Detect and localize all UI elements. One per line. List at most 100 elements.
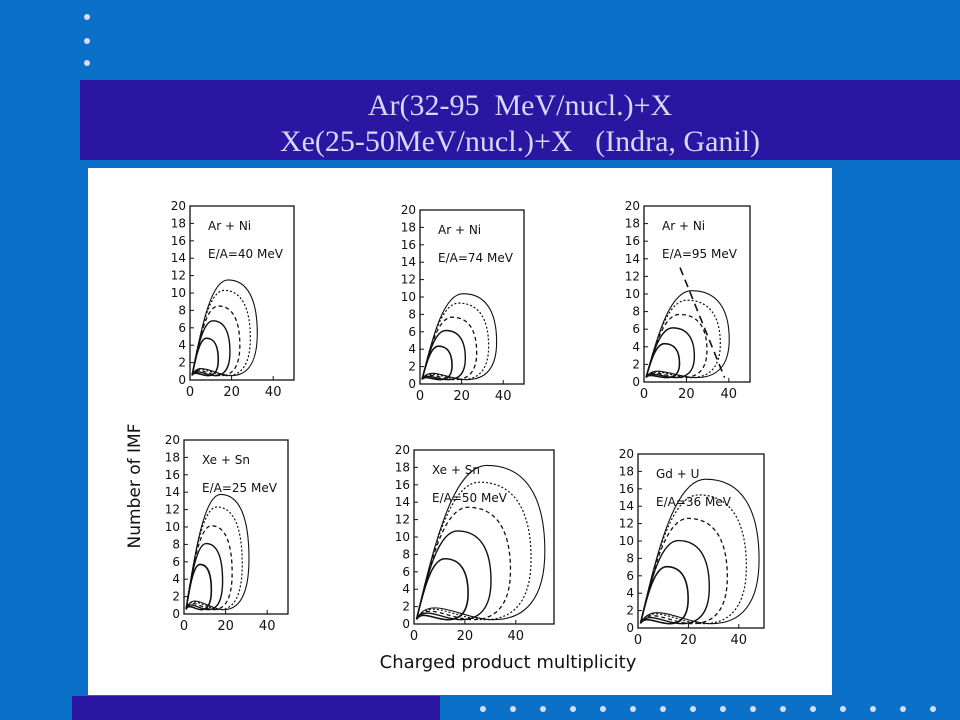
y-tick-label: 4 (172, 572, 180, 586)
contour-line (191, 289, 251, 377)
y-tick-label: 6 (408, 325, 416, 339)
y-tick-label: 4 (626, 586, 634, 600)
y-tick-label: 0 (172, 607, 180, 621)
contour-line (415, 557, 469, 621)
x-tick-label: 40 (721, 387, 738, 402)
y-tick-label: 20 (625, 199, 640, 213)
y-tick-label: 6 (626, 569, 634, 583)
contour-line (639, 517, 728, 625)
contour-line (639, 565, 689, 625)
y-tick-label: 16 (171, 234, 186, 248)
y-tick-label: 8 (626, 551, 634, 565)
contour-line (191, 320, 231, 377)
y-tick-label: 8 (402, 547, 410, 561)
contour-line (421, 316, 478, 381)
y-tick-label: 12 (395, 513, 410, 527)
y-tick-label: 18 (625, 217, 640, 231)
y-tick-label: 0 (402, 617, 410, 631)
y-tick-label: 18 (619, 464, 634, 478)
contour-line (185, 506, 243, 611)
y-tick-label: 0 (408, 377, 416, 391)
contour-line (421, 345, 453, 381)
y-tick-label: 8 (178, 303, 186, 317)
contour-line (415, 506, 512, 621)
figure-panel: Number of IMF Charged product multiplici… (88, 168, 832, 695)
slide-title-bar: Ar(32-95 MeV/nucl.)+X Xe(25-50MeV/nucl.)… (80, 80, 960, 160)
x-axis-label: Charged product multiplicity (380, 652, 637, 673)
panel-label-system: Gd + U (656, 467, 699, 481)
x-tick-label: 0 (416, 389, 424, 404)
y-tick-label: 10 (401, 290, 416, 304)
x-tick-label: 40 (495, 389, 512, 404)
x-tick-label: 40 (259, 619, 276, 634)
y-tick-label: 12 (619, 517, 634, 531)
y-tick-label: 6 (402, 565, 410, 579)
y-tick-label: 12 (625, 269, 640, 283)
contour-figure: Number of IMF Charged product multiplici… (125, 199, 765, 673)
bullet-dot (690, 706, 696, 712)
bullet-dot (84, 60, 90, 66)
y-tick-label: 4 (178, 338, 186, 352)
y-tick-label: 6 (172, 555, 180, 569)
y-tick-label: 8 (408, 307, 416, 321)
contour-line (639, 494, 747, 625)
y-tick-label: 20 (171, 199, 186, 213)
contour-line (421, 329, 467, 381)
bottom-accent-bar (72, 696, 440, 720)
y-tick-label: 6 (178, 321, 186, 335)
x-tick-label: 20 (223, 385, 240, 400)
bullet-dot (840, 706, 846, 712)
x-tick-label: 20 (453, 389, 470, 404)
y-tick-label: 12 (171, 269, 186, 283)
y-tick-label: 2 (626, 604, 634, 618)
contour-line (415, 530, 492, 621)
y-tick-label: 14 (165, 485, 180, 499)
bullet-dot (750, 706, 756, 712)
panel-label-energy: E/A=74 MeV (438, 251, 514, 265)
y-tick-label: 14 (395, 495, 410, 509)
bullet-dot (810, 706, 816, 712)
x-tick-label: 0 (410, 629, 418, 644)
contour-line (191, 305, 241, 377)
panel-label-energy: E/A=40 MeV (208, 247, 284, 261)
contour-line (191, 337, 220, 377)
bullet-dot (480, 706, 486, 712)
y-tick-label: 16 (165, 468, 180, 482)
panel-label-system: Ar + Ni (208, 219, 251, 233)
y-tick-label: 20 (619, 447, 634, 461)
bullet-dot (84, 14, 90, 20)
bullet-dot (660, 706, 666, 712)
panel-label-system: Xe + Sn (432, 463, 480, 477)
y-tick-label: 14 (619, 499, 634, 513)
y-tick-label: 16 (619, 482, 634, 496)
y-tick-label: 10 (395, 530, 410, 544)
slide-title-line-1: Ar(32-95 MeV/nucl.)+X (367, 89, 673, 122)
contour-line (191, 279, 258, 377)
y-tick-label: 14 (171, 251, 186, 265)
bullet-dot (84, 38, 90, 44)
bullet-dot (630, 706, 636, 712)
bullet-dot (720, 706, 726, 712)
y-tick-label: 16 (625, 234, 640, 248)
bullet-dot (510, 706, 516, 712)
y-tick-label: 18 (395, 460, 410, 474)
x-tick-label: 0 (634, 633, 642, 648)
bullet-dot (600, 706, 606, 712)
contour-line (639, 478, 760, 625)
y-tick-label: 2 (402, 600, 410, 614)
bullet-dot (540, 706, 546, 712)
contour-line (421, 302, 490, 381)
panel-label-system: Xe + Sn (202, 453, 250, 467)
y-tick-label: 0 (626, 621, 634, 635)
contour-line (645, 327, 696, 379)
contour-line (415, 481, 532, 621)
contour-line (639, 539, 711, 625)
x-tick-label: 20 (217, 619, 234, 634)
y-tick-label: 4 (632, 340, 640, 354)
y-tick-label: 4 (402, 582, 410, 596)
y-tick-label: 20 (395, 443, 410, 457)
bullet-dot (570, 706, 576, 712)
contour-line (185, 542, 224, 611)
bullet-dot (780, 706, 786, 712)
